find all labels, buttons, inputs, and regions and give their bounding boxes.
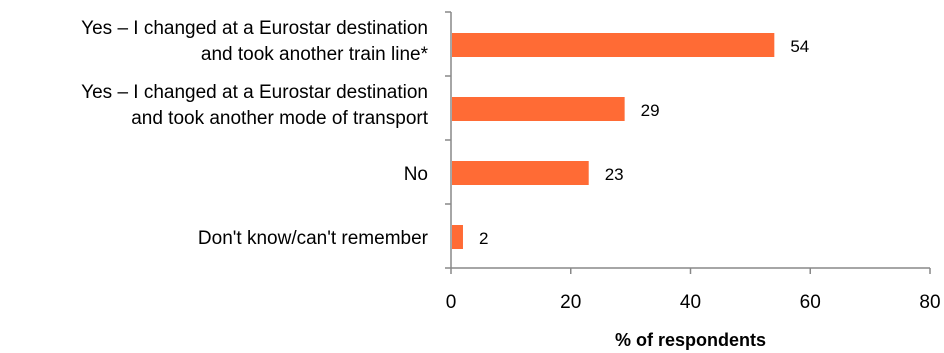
data-label: 54 (790, 37, 809, 56)
category-label: Yes – I changed at a Eurostar destinatio… (81, 18, 428, 39)
x-tick-label: 0 (446, 292, 457, 313)
data-label: 29 (641, 101, 660, 120)
x-tick-label: 20 (560, 292, 581, 313)
bar (452, 97, 625, 121)
category-label: and took another train line* (201, 44, 429, 65)
data-label: 23 (605, 165, 624, 184)
x-ticks: 0 20 40 60 80 (446, 268, 941, 313)
x-tick-label: 80 (919, 292, 940, 313)
data-labels: 54 29 23 2 (479, 37, 809, 248)
bar (452, 225, 463, 249)
data-label: 2 (479, 229, 488, 248)
category-label: No (404, 164, 428, 185)
category-labels: Yes – I changed at a Eurostar destinatio… (81, 18, 429, 249)
bar (452, 33, 775, 57)
category-label: Don't know/can't remember (198, 228, 429, 249)
bars-group (452, 33, 775, 249)
x-tick-label: 60 (800, 292, 821, 313)
category-label: and took another mode of transport (131, 108, 429, 129)
bar (452, 161, 589, 185)
x-tick-label: 40 (680, 292, 701, 313)
x-axis-title: % of respondents (615, 330, 766, 350)
category-label: Yes – I changed at a Eurostar destinatio… (81, 82, 428, 103)
